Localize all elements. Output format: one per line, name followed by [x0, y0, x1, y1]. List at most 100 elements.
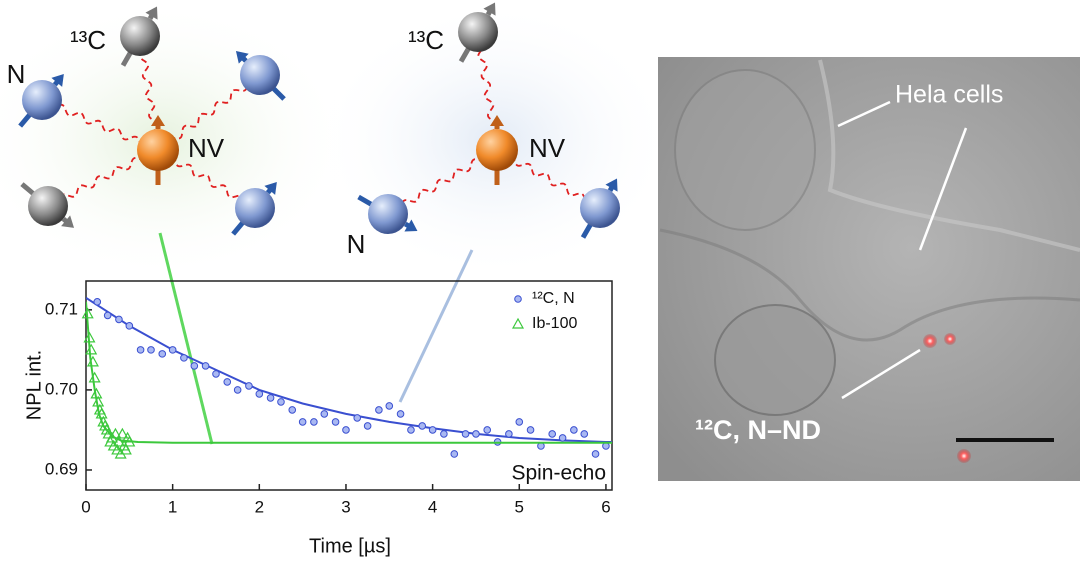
data-point — [331, 418, 340, 426]
spin-arrowhead — [235, 50, 249, 64]
legend-marker — [511, 317, 525, 329]
data-point — [298, 418, 307, 426]
atom — [235, 188, 275, 228]
data-point — [255, 390, 264, 398]
data-point — [548, 430, 557, 438]
atom — [458, 12, 498, 52]
cell-nucleus — [714, 304, 836, 416]
atom — [22, 80, 62, 120]
data-point — [112, 435, 125, 447]
data-point — [472, 430, 480, 438]
data-point — [515, 418, 524, 426]
spin-arrowhead — [151, 115, 165, 126]
data-point — [81, 307, 94, 319]
atom — [137, 129, 179, 171]
data-point — [180, 354, 188, 362]
atom — [580, 188, 620, 228]
data-point — [85, 343, 98, 355]
data-point — [310, 418, 318, 426]
data-point — [212, 370, 220, 378]
coupling-wave — [385, 148, 498, 213]
x-tick-label: 0 — [81, 497, 90, 516]
data-point — [570, 426, 578, 434]
nitrogen-label: N — [7, 59, 26, 89]
x-tick-label: 2 — [255, 497, 264, 516]
cell-nucleus — [674, 69, 816, 231]
data-point — [396, 410, 405, 418]
nitrogen-label: N — [347, 229, 366, 259]
cell-edge — [659, 228, 1080, 342]
spin-arrowhead — [51, 73, 64, 87]
atom — [368, 194, 408, 234]
atom — [120, 16, 160, 56]
data-point — [342, 426, 350, 434]
data-point — [102, 427, 115, 439]
y-tick-label: 0.71 — [45, 299, 78, 318]
data-point — [90, 387, 103, 399]
pointer-line — [837, 100, 891, 128]
data-point — [125, 322, 134, 330]
data-point — [93, 298, 102, 306]
atom — [28, 186, 68, 226]
connector — [158, 232, 214, 445]
fit-line — [86, 296, 612, 443]
legend-label: Ib-100 — [532, 315, 577, 332]
data-point — [591, 450, 600, 458]
y-axis-label: NPL int. — [23, 350, 45, 420]
nanodiamond — [944, 333, 956, 345]
x-tick-label: 4 — [428, 497, 437, 516]
x-tick-label: 5 — [515, 497, 524, 516]
chart: Time [µs] NPL int. Spin-echo 0 1 2 3 4 5 6 0.69… — [23, 280, 613, 557]
spin-arrowhead — [145, 6, 158, 20]
data-point — [385, 402, 394, 410]
data-point — [320, 410, 329, 418]
plot-frame — [85, 280, 613, 491]
connector — [398, 249, 474, 403]
atom — [240, 55, 280, 95]
spin-arrowhead — [490, 115, 504, 126]
data-point — [88, 371, 101, 383]
y-tick-label: 0.70 — [45, 379, 78, 398]
cell-edge — [818, 59, 1080, 252]
spin-arrowhead — [264, 181, 277, 195]
legend-label: ¹²C, N — [532, 290, 575, 307]
annotation: Spin-echo — [511, 462, 606, 485]
data-point — [109, 427, 122, 439]
spin-arrowhead — [483, 2, 496, 16]
data-point — [147, 346, 155, 354]
data-point — [103, 311, 112, 320]
data-point — [407, 426, 415, 434]
data-point — [428, 426, 437, 434]
spin-arrowhead — [404, 219, 418, 232]
data-point — [123, 435, 136, 447]
data-point — [95, 407, 108, 419]
data-point — [168, 346, 177, 354]
carbon-label: ¹³C — [70, 25, 106, 55]
legend-marker — [514, 295, 522, 303]
x-tick-label: 6 — [601, 497, 610, 516]
pointer-line — [841, 348, 921, 400]
nanodiamond — [923, 334, 937, 348]
data-point — [418, 422, 427, 430]
particle-label: ¹²C, N–ND — [695, 415, 821, 445]
data-point — [201, 362, 210, 370]
nv-label: NV — [188, 133, 225, 163]
data-point — [450, 450, 459, 458]
data-point — [353, 414, 362, 422]
coupling-wave — [157, 77, 263, 152]
data-point — [266, 394, 275, 402]
data-point — [223, 378, 232, 386]
data-point — [83, 331, 96, 343]
x-tick-label: 1 — [168, 497, 177, 516]
y-tick-label: 0.69 — [45, 459, 78, 478]
data-point — [277, 398, 285, 406]
data-point — [92, 395, 105, 407]
pointer-line — [918, 127, 968, 251]
data-point — [580, 430, 589, 438]
spin-arrowhead — [605, 178, 618, 192]
data-point — [136, 346, 145, 354]
atom — [476, 129, 518, 171]
data-point — [558, 434, 567, 442]
